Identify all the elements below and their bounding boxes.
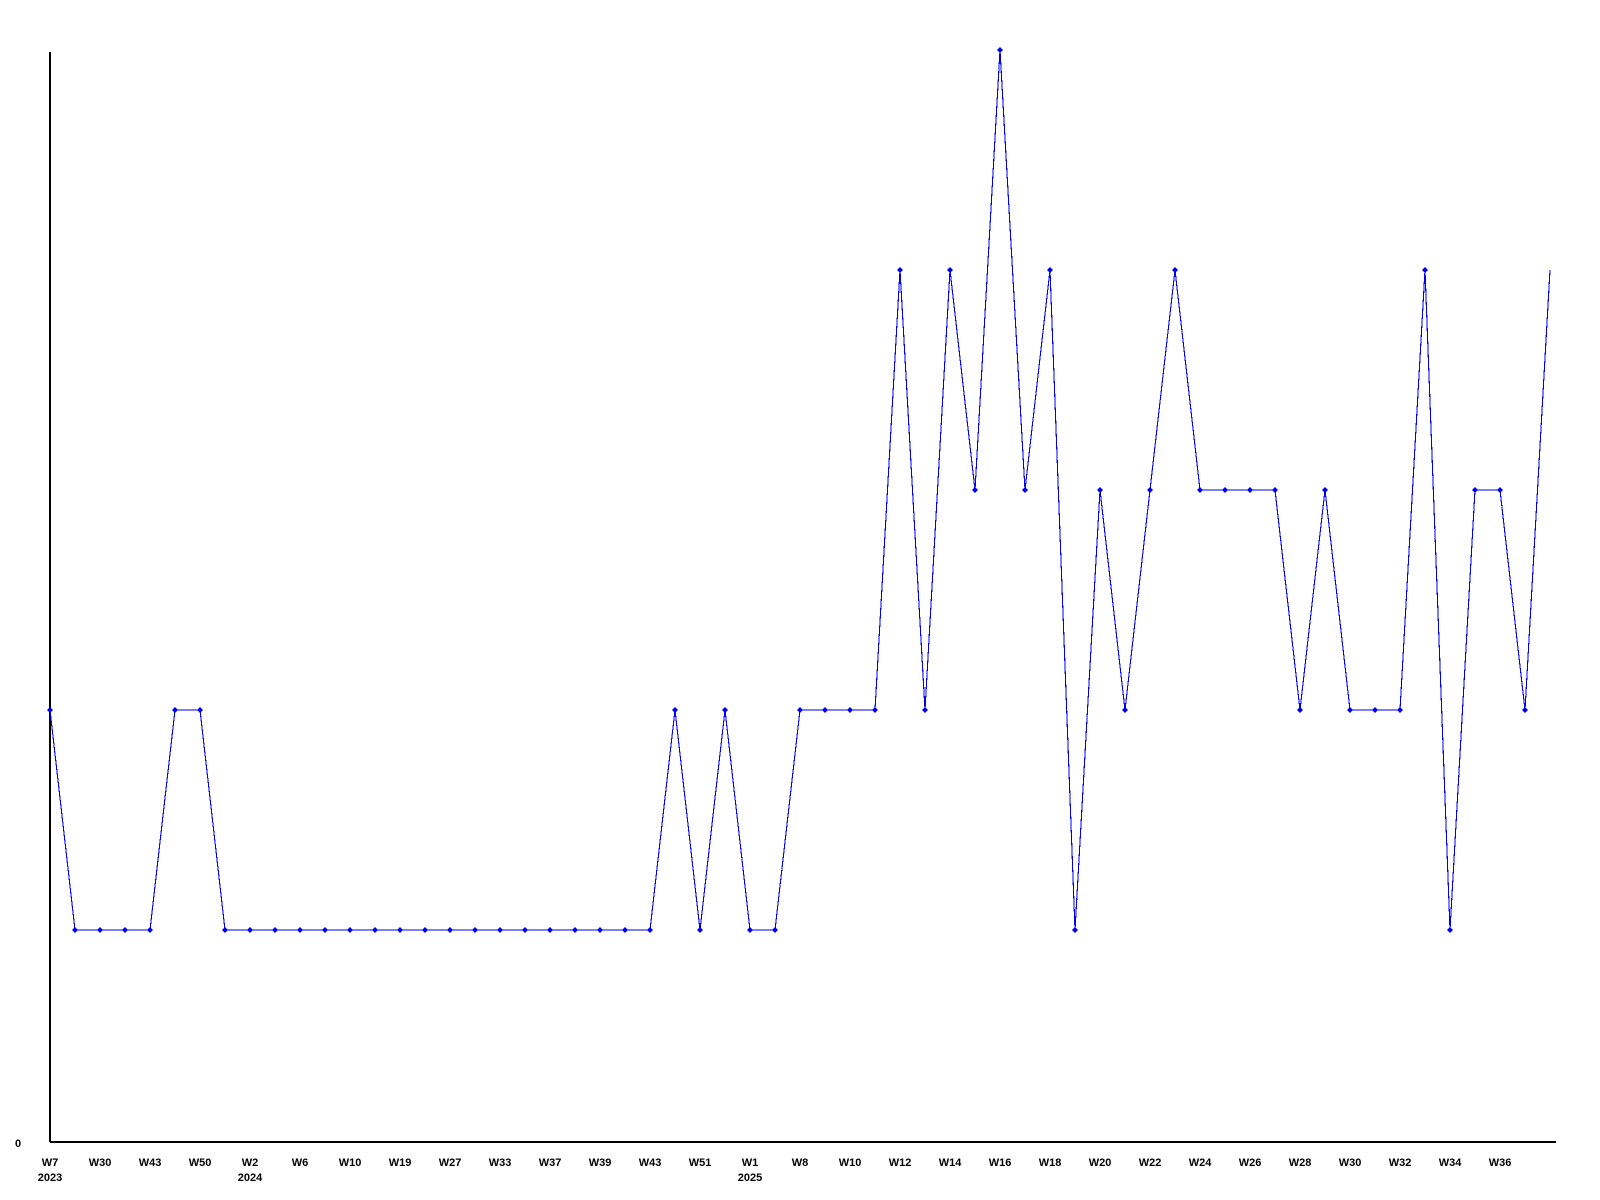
svg-text:W10: W10 xyxy=(339,1157,362,1169)
svg-text:W27: W27 xyxy=(439,1157,462,1169)
svg-text:0: 0 xyxy=(15,1138,21,1150)
svg-text:W12: W12 xyxy=(889,1157,912,1169)
svg-text:W51: W51 xyxy=(689,1157,712,1169)
svg-text:W39: W39 xyxy=(589,1157,612,1169)
svg-text:W37: W37 xyxy=(539,1157,562,1169)
svg-text:W20: W20 xyxy=(1089,1157,1112,1169)
svg-text:W8: W8 xyxy=(792,1157,809,1169)
svg-text:W18: W18 xyxy=(1039,1157,1062,1169)
svg-text:W26: W26 xyxy=(1239,1157,1262,1169)
svg-text:W16: W16 xyxy=(989,1157,1012,1169)
svg-text:2025: 2025 xyxy=(738,1172,762,1184)
svg-text:W36: W36 xyxy=(1489,1157,1512,1169)
svg-text:W34: W34 xyxy=(1439,1157,1463,1169)
svg-text:W14: W14 xyxy=(939,1157,963,1169)
svg-text:2024: 2024 xyxy=(238,1172,263,1184)
svg-text:W7: W7 xyxy=(42,1157,59,1169)
svg-text:W30: W30 xyxy=(1339,1157,1362,1169)
svg-text:W50: W50 xyxy=(189,1157,212,1169)
svg-text:W24: W24 xyxy=(1189,1157,1213,1169)
svg-text:W33: W33 xyxy=(489,1157,512,1169)
svg-text:W6: W6 xyxy=(292,1157,309,1169)
svg-text:W19: W19 xyxy=(389,1157,412,1169)
svg-text:W22: W22 xyxy=(1139,1157,1162,1169)
svg-text:W2: W2 xyxy=(242,1157,259,1169)
svg-text:W1: W1 xyxy=(742,1157,759,1169)
svg-text:W43: W43 xyxy=(639,1157,662,1169)
svg-text:W30: W30 xyxy=(89,1157,112,1169)
svg-text:2023: 2023 xyxy=(38,1172,62,1184)
svg-text:W32: W32 xyxy=(1389,1157,1412,1169)
svg-text:W28: W28 xyxy=(1289,1157,1312,1169)
svg-text:W10: W10 xyxy=(839,1157,862,1169)
svg-text:W43: W43 xyxy=(139,1157,162,1169)
